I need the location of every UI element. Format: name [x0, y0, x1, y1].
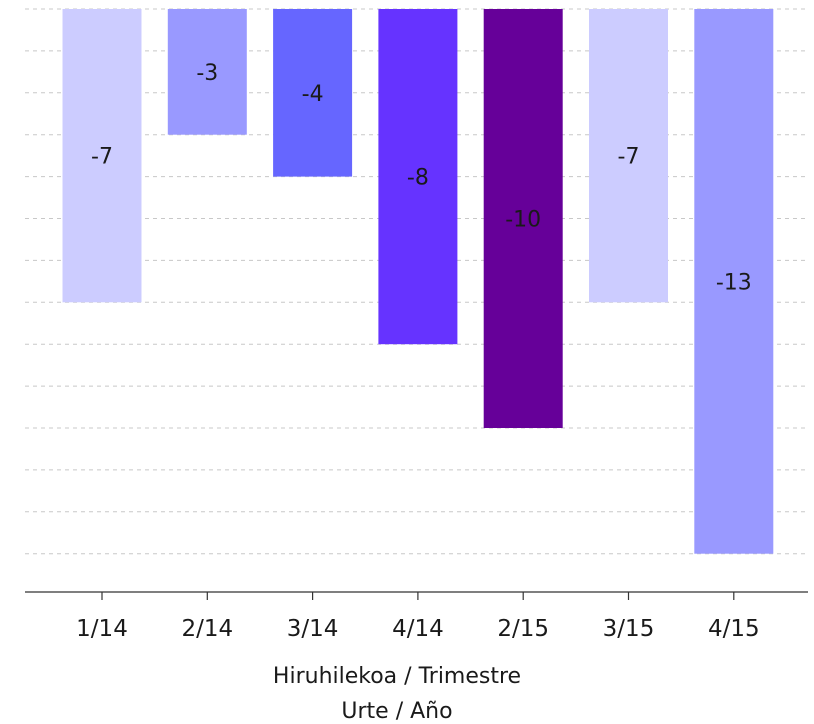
bars: [62, 9, 774, 554]
data-label: -8: [407, 166, 429, 191]
x-tick-label: 4/14: [392, 616, 444, 642]
x-tick-label: 3/15: [603, 616, 655, 642]
x-tick-labels: 1/14 2/14 3/14 4/14 2/15 3/15 4/15: [76, 616, 759, 642]
data-label: -7: [91, 145, 113, 170]
x-axis-ticks: [101, 592, 735, 600]
x-tick-label: 3/14: [287, 616, 339, 642]
data-label: -10: [505, 208, 541, 233]
x-tick-label: 1/14: [76, 616, 128, 642]
x-tick-label: 4/15: [708, 616, 760, 642]
gridlines: [25, 8, 808, 555]
x-axis-title-line1: Hiruhilekoa / Trimestre: [273, 664, 521, 689]
bar-4-14: [378, 9, 458, 345]
x-tick-label: 2/14: [181, 616, 233, 642]
data-label: -7: [618, 145, 640, 170]
bar-3-15: [589, 9, 668, 303]
x-tick-label: 2/15: [497, 616, 549, 642]
bar-2-14: [167, 9, 247, 135]
bar-1-14: [62, 9, 142, 303]
x-axis-title-line2: Urte / Año: [341, 699, 452, 724]
data-label: -3: [196, 61, 218, 86]
data-label: -4: [302, 82, 324, 107]
data-labels: -7 -3 -4 -8 -10 -7 -13: [91, 61, 752, 296]
bar-4-15: [694, 9, 774, 554]
data-label: -13: [716, 270, 752, 295]
bar-2-15: [483, 9, 563, 428]
bar-3-14: [273, 9, 353, 177]
